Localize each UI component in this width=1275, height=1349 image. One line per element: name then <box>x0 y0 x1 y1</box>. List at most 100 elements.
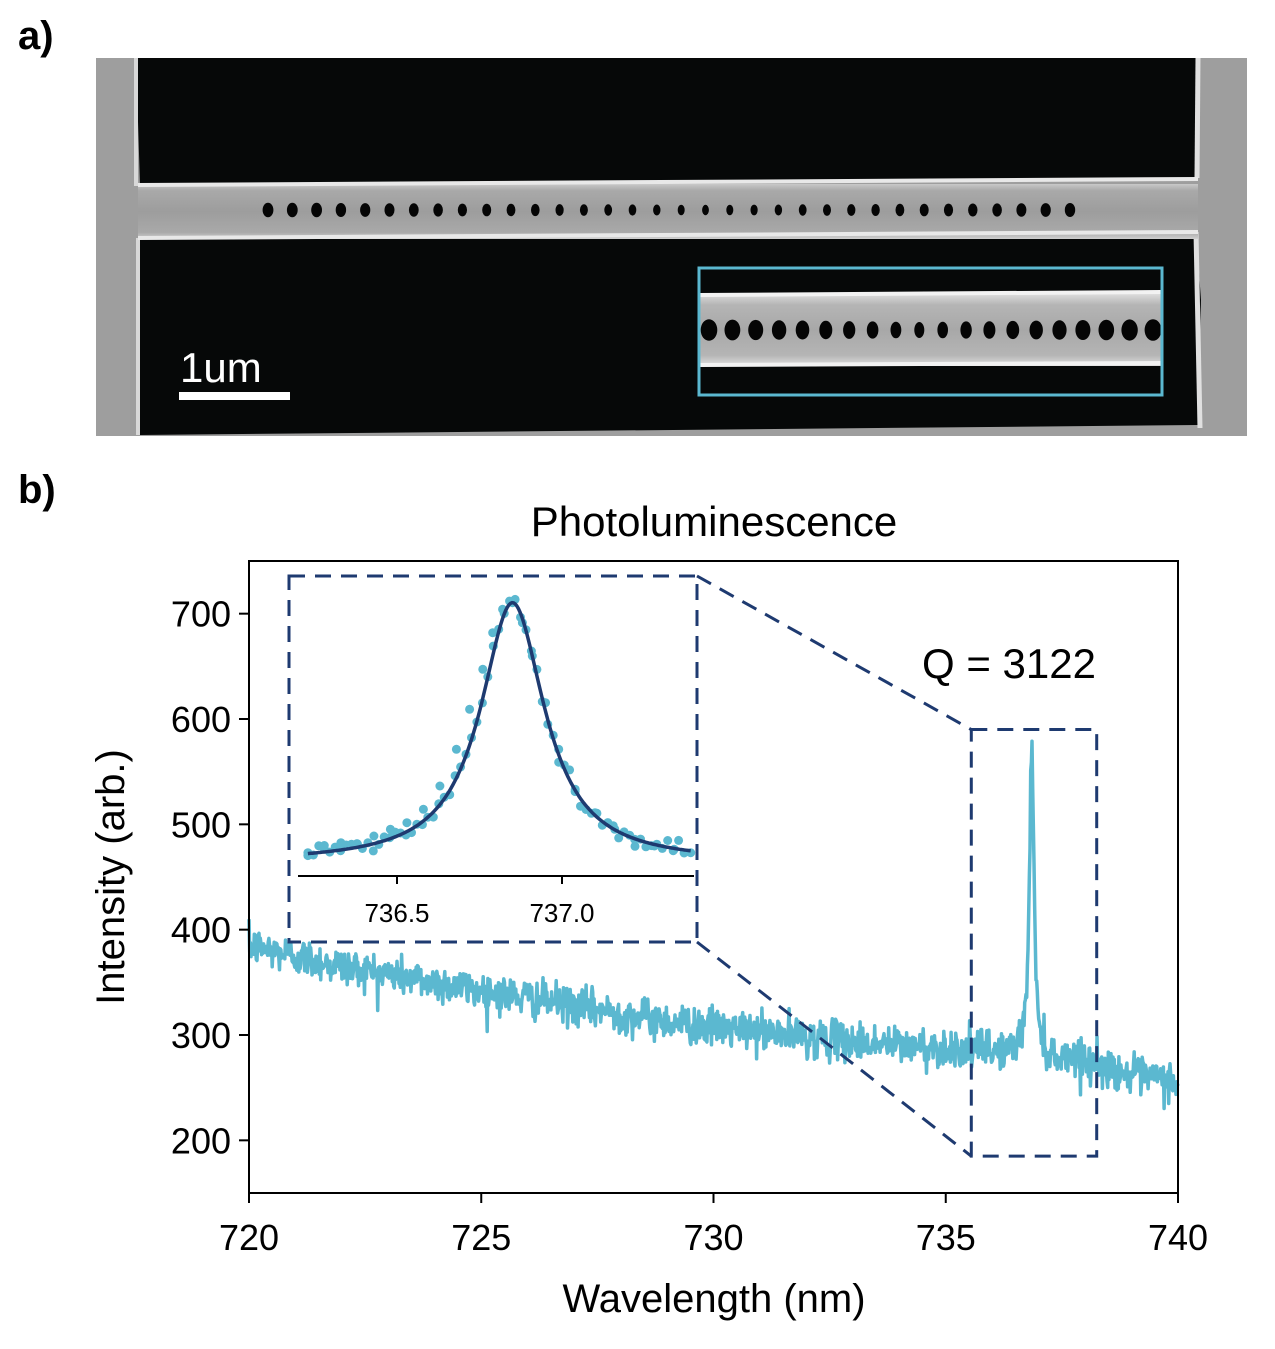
sem-inset-hole <box>983 321 996 339</box>
sem-hole <box>847 204 856 216</box>
y-axis: 200 300 400 500 600 700 <box>171 594 249 1161</box>
x-tick-label: 720 <box>219 1217 279 1258</box>
y-tick-label: 200 <box>171 1120 231 1161</box>
inset-x-tick-label: 737.0 <box>529 898 594 928</box>
sem-inset-hole <box>1029 320 1043 340</box>
x-tick-label: 740 <box>1148 1217 1208 1258</box>
sem-hole <box>286 202 298 218</box>
x-tick-label: 725 <box>451 1217 511 1258</box>
sem-hole <box>360 203 371 217</box>
sem-inset-beam-edge <box>699 290 1162 297</box>
sem-image: 1um <box>96 57 1247 436</box>
sem-beam-edge <box>137 177 1199 187</box>
y-tick-label: 500 <box>171 804 231 845</box>
panel-a-label: a) <box>18 14 54 58</box>
sem-hole <box>871 204 880 216</box>
sem-hole <box>702 204 709 216</box>
sem-hole <box>919 203 929 217</box>
sem-hole <box>653 204 661 216</box>
zoom-indicator <box>287 574 1099 1158</box>
y-axis-title: Intensity (arb.) <box>89 749 133 1005</box>
inset-data-point <box>418 804 428 814</box>
inset-data-point <box>465 704 475 714</box>
inset-plot: 736.5 737.0 <box>298 594 696 928</box>
y-tick-label: 300 <box>171 1015 231 1056</box>
sem-inset-hole <box>1098 319 1115 341</box>
sem-inset-hole <box>795 320 810 340</box>
sem-inset-hole <box>819 320 833 340</box>
y-tick-label: 600 <box>171 699 231 740</box>
inset-data-point <box>478 664 488 674</box>
x-tick-label: 730 <box>683 1217 743 1258</box>
sem-inset-hole <box>1075 320 1091 340</box>
scale-bar <box>179 392 290 400</box>
sem-hole <box>604 204 613 216</box>
sem-hole <box>579 204 588 216</box>
sem-hole <box>506 203 516 217</box>
inset-data-point <box>630 841 640 851</box>
sem-hole <box>992 203 1002 217</box>
inset-data-point <box>674 835 684 845</box>
inset-data-point <box>435 781 445 791</box>
sem-hole <box>750 204 758 216</box>
sem-hole <box>726 204 734 216</box>
sem-inset-hole <box>937 321 948 339</box>
inset-data-point <box>368 846 378 856</box>
sem-hole <box>943 203 954 217</box>
sem-hole <box>555 204 564 216</box>
sem-hole <box>1016 203 1027 217</box>
sem-hole <box>628 204 637 216</box>
spectrum-series <box>247 739 1180 1111</box>
sem-holes <box>262 202 1076 218</box>
inset-data-point <box>614 833 624 843</box>
inset-frame <box>287 574 699 944</box>
zoom-connector <box>696 574 973 731</box>
inset-fit-curve <box>307 600 691 856</box>
sem-inset-beam-edge <box>699 361 1162 367</box>
sem-inset-hole <box>700 319 718 341</box>
x-tick-label: 735 <box>916 1217 976 1258</box>
sem-hole <box>1040 203 1051 217</box>
x-axis-title: Wavelength (nm) <box>562 1277 865 1321</box>
sem-hole <box>482 203 492 217</box>
sem-inset-hole <box>1006 320 1020 340</box>
sem-inset-hole <box>960 321 972 339</box>
sem-inset-hole <box>1121 319 1138 341</box>
sem-inset-hole <box>1144 319 1162 341</box>
sem-etched-region-top <box>136 58 1198 186</box>
sem-hole <box>531 203 540 217</box>
sem-hole <box>774 204 783 216</box>
chart-title: Photoluminescence <box>531 498 898 545</box>
inset-data-point <box>319 841 329 850</box>
y-tick-label: 700 <box>171 594 231 635</box>
sem-hole <box>798 204 807 216</box>
inset-data-point <box>451 744 461 754</box>
sem-hole <box>968 203 978 217</box>
sem-hole <box>335 203 347 217</box>
q-factor-annotation: Q = 3122 <box>922 640 1096 687</box>
panel-b-label: b) <box>18 468 56 512</box>
sem-inset-hole <box>914 322 925 338</box>
sem-hole <box>311 202 322 218</box>
sem-hole <box>823 204 831 216</box>
sem-hole <box>408 203 419 217</box>
sem-inset-frame <box>697 266 1164 397</box>
sem-hole <box>1064 203 1076 217</box>
inset-data-point <box>402 818 412 828</box>
sem-hole <box>677 204 685 216</box>
sem-edge <box>1193 231 1203 429</box>
sem-inset-hole <box>771 320 787 340</box>
inset-data-point <box>369 831 379 841</box>
sem-beam-edge <box>137 230 1199 240</box>
spectrum-line <box>247 739 1180 1111</box>
sem-hole <box>384 203 395 217</box>
sem-inset-hole <box>890 321 902 339</box>
sem-hole <box>262 202 274 218</box>
sem-inset-hole <box>1052 320 1067 340</box>
y-tick-label: 400 <box>171 910 231 951</box>
sem-edge <box>1194 57 1201 179</box>
sem-hole <box>433 203 443 217</box>
sem-inset-hole <box>843 321 856 339</box>
scale-bar-label: 1um <box>180 344 262 391</box>
